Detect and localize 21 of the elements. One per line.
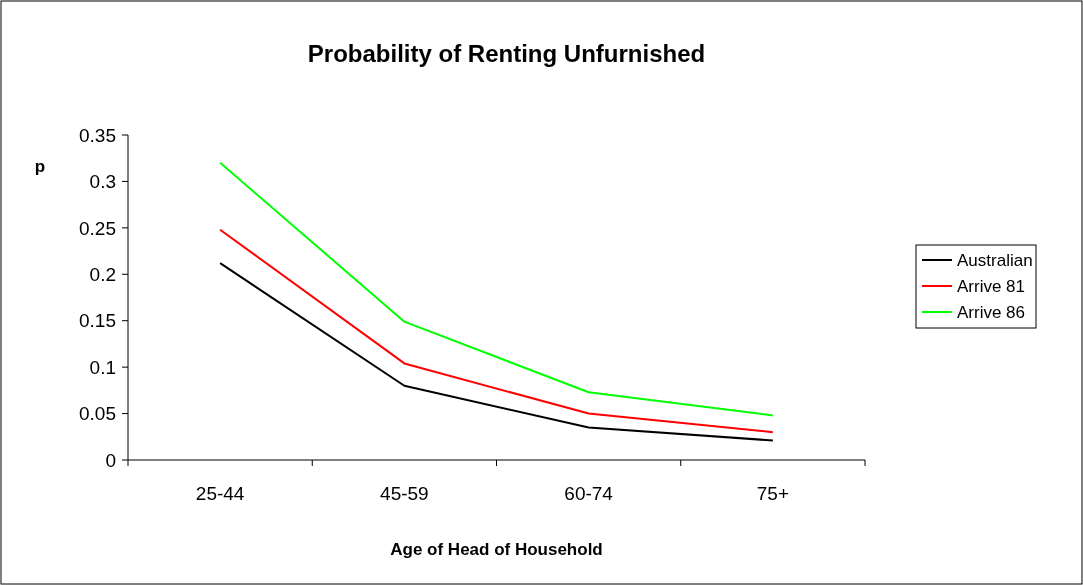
x-tick-label: 75+: [756, 483, 789, 504]
x-tick-label: 45-59: [380, 483, 429, 504]
y-axis-title: p: [34, 157, 46, 176]
line-series: [219, 262, 774, 442]
y-tick-label: 0.25: [79, 217, 116, 239]
y-tick-label: 0.1: [89, 356, 116, 378]
line-series: [219, 228, 774, 434]
legend-label: Arrive 81: [957, 276, 1026, 296]
chart-title: Probability of Renting Unfurnished: [307, 40, 706, 67]
x-tick-label: 60-74: [564, 483, 614, 504]
line-series: [219, 161, 774, 417]
legend-label: Australian: [957, 250, 1033, 270]
y-tick-label: 0.05: [79, 403, 116, 425]
y-tick-label: 0.3: [89, 171, 116, 193]
x-axis-title: Age of Head of Household: [390, 540, 603, 559]
y-tick-label: 0.35: [79, 124, 116, 146]
x-tick-label: 25-44: [195, 483, 245, 504]
y-tick-label: 0.2: [89, 263, 116, 285]
legend-label: Arrive 86: [957, 302, 1026, 322]
y-tick-label: 0.15: [79, 310, 116, 332]
y-tick-label: 0: [105, 449, 116, 471]
